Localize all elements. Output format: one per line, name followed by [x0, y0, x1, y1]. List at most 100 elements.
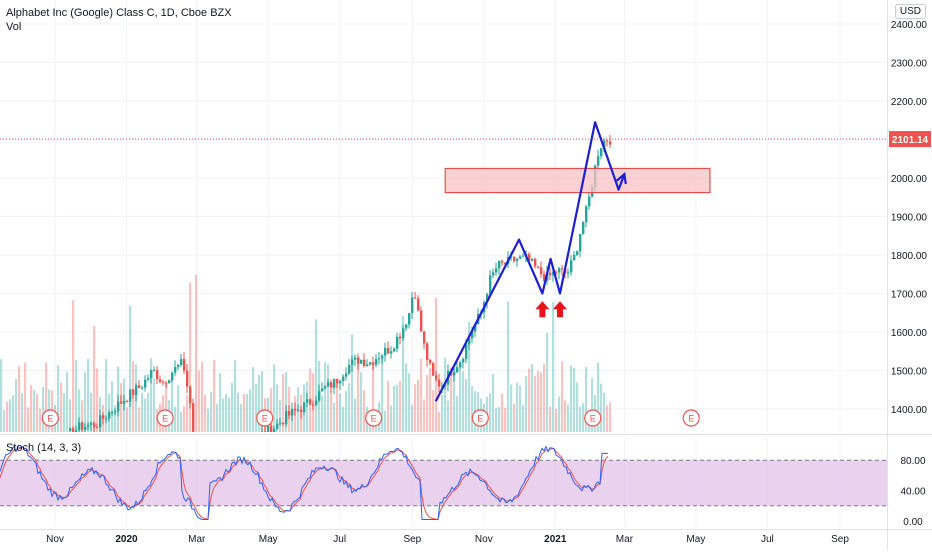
- candle-body: [114, 411, 117, 413]
- candle-body: [540, 267, 543, 275]
- volume-bar: [456, 395, 459, 432]
- volume-bar: [273, 364, 276, 432]
- volume-bar: [342, 406, 345, 432]
- time-tick-label: Mar: [616, 534, 634, 545]
- candle-body: [528, 254, 531, 261]
- volume-bar: [357, 359, 360, 432]
- currency-badge[interactable]: USD: [894, 4, 926, 19]
- volume-bar: [213, 359, 216, 432]
- volume-bar: [201, 361, 204, 432]
- candle-body: [348, 364, 351, 374]
- candle-body: [267, 425, 270, 432]
- volume-bar: [441, 394, 444, 432]
- price-tick-label: 2200.00: [891, 97, 928, 108]
- volume-bar: [585, 367, 588, 432]
- volume-bar: [45, 362, 48, 432]
- volume-bar: [573, 367, 576, 432]
- candle-body: [84, 426, 87, 430]
- candle-body: [510, 256, 513, 258]
- volume-bar: [186, 395, 189, 432]
- volume-bar: [363, 390, 366, 432]
- volume-bar: [426, 374, 429, 432]
- earnings-marker-label: E: [262, 414, 268, 424]
- volume-bar: [18, 366, 21, 432]
- candle-body: [423, 331, 426, 344]
- candle-body: [360, 359, 363, 364]
- candle-body: [138, 385, 141, 388]
- volume-bar: [15, 379, 18, 432]
- candle-body: [156, 369, 159, 380]
- volume-bar: [276, 384, 279, 432]
- candle-body: [129, 389, 132, 402]
- candle-body: [111, 411, 114, 413]
- candle-body: [87, 424, 90, 427]
- volume-bar: [210, 391, 213, 432]
- candle-body: [576, 251, 579, 255]
- candle-body: [372, 362, 375, 365]
- candle-body: [312, 404, 315, 406]
- volume-bar: [36, 393, 39, 432]
- stoch-legend[interactable]: Stoch (14, 3, 3): [6, 442, 82, 454]
- volume-bar: [396, 384, 399, 432]
- candle-body: [297, 409, 300, 411]
- candle-body: [543, 274, 546, 281]
- volume-bar: [330, 390, 333, 432]
- volume-bar: [207, 408, 210, 432]
- candle-body: [72, 428, 75, 432]
- volume-bar: [414, 384, 417, 432]
- volume-bar: [384, 410, 387, 432]
- volume-bar: [567, 404, 570, 432]
- volume-bar: [504, 407, 507, 432]
- volume-bar: [540, 372, 543, 432]
- candle-body: [456, 367, 459, 373]
- chart-legend: Alphabet Inc (Google) Class C, 1D, Cboe …: [6, 6, 232, 34]
- price-tick-label: 1500.00: [891, 367, 928, 378]
- earnings-marker-label: E: [162, 414, 168, 424]
- candle-body: [168, 380, 171, 384]
- time-tick-label: 2021: [544, 534, 567, 545]
- volume-bar: [63, 393, 66, 432]
- candle-body: [384, 347, 387, 356]
- candle-body: [417, 298, 420, 311]
- volume-bar: [387, 380, 390, 432]
- candle-body: [108, 412, 111, 419]
- volume-bar: [591, 377, 594, 432]
- volume-bar: [546, 332, 549, 432]
- volume-bar: [465, 379, 468, 432]
- volume-bar: [234, 360, 237, 432]
- candle-body: [465, 344, 468, 359]
- candle-body: [165, 382, 168, 384]
- candle-body: [147, 378, 150, 380]
- volume-bar: [321, 395, 324, 432]
- volume-bar: [519, 385, 522, 432]
- price-tick-label: 1600.00: [891, 328, 928, 339]
- earnings-marker-label: E: [590, 414, 596, 424]
- candle-body: [522, 255, 525, 257]
- volume-bar: [240, 404, 243, 432]
- symbol-title[interactable]: Alphabet Inc (Google) Class C, 1D, Cboe …: [6, 7, 232, 19]
- candle-body: [300, 409, 303, 413]
- volume-bar: [69, 399, 72, 432]
- price-tick-label: 2400.00: [891, 20, 928, 31]
- volume-bar: [111, 381, 114, 432]
- volume-bar: [468, 321, 471, 432]
- stoch-tick-label: 80.00: [900, 456, 925, 467]
- volume-bar: [360, 372, 363, 432]
- volume-bar: [252, 367, 255, 432]
- candle-body: [396, 336, 399, 349]
- volume-bar: [180, 411, 183, 432]
- candle-body: [159, 379, 162, 382]
- volume-bar: [564, 400, 567, 432]
- time-tick-label: Sep: [403, 534, 421, 545]
- volume-bar: [165, 383, 168, 432]
- volume-bar: [195, 274, 198, 432]
- time-tick-label: Jul: [333, 534, 346, 545]
- volume-legend[interactable]: Vol: [6, 21, 22, 33]
- volume-bar: [24, 362, 27, 432]
- volume-bar: [402, 315, 405, 432]
- volume-bar: [381, 357, 384, 432]
- volume-bar: [495, 408, 498, 432]
